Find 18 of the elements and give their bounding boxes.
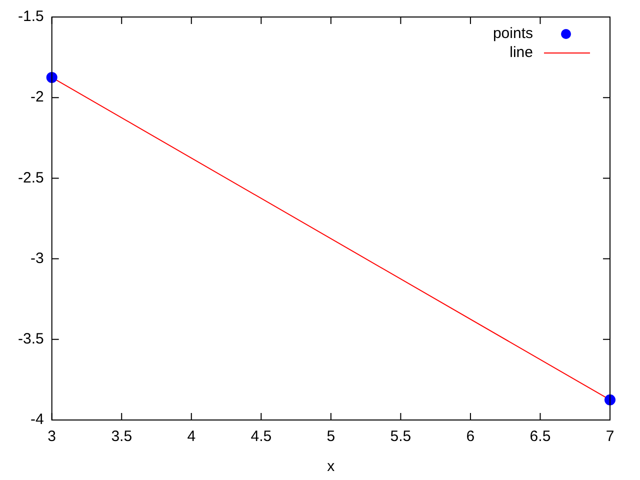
y-tick-label: -3.5 — [18, 330, 44, 348]
x-tick-label: 5.5 — [390, 428, 412, 446]
y-tick-label: -2.5 — [18, 169, 44, 186]
y-tick-label: -2 — [30, 88, 44, 106]
x-axis-title: x — [327, 458, 336, 476]
x-tick-label: 3 — [48, 428, 56, 446]
x-tick-label: 4 — [187, 428, 196, 446]
legend-label: points — [492, 25, 533, 42]
y-tick-label: -1.5 — [18, 8, 44, 26]
y-tick-label: -4 — [30, 411, 44, 428]
x-tick-label: 5 — [326, 428, 336, 446]
y-tick-label: -3 — [30, 250, 44, 267]
x-tick-label: 7 — [606, 428, 614, 446]
x-tick-label: 4.5 — [250, 428, 272, 446]
x-tick-label: 3.5 — [111, 428, 132, 446]
legend-label: line — [510, 44, 533, 62]
x-tick-label: 6.5 — [530, 428, 551, 446]
x-tick-label: 6 — [466, 428, 475, 446]
